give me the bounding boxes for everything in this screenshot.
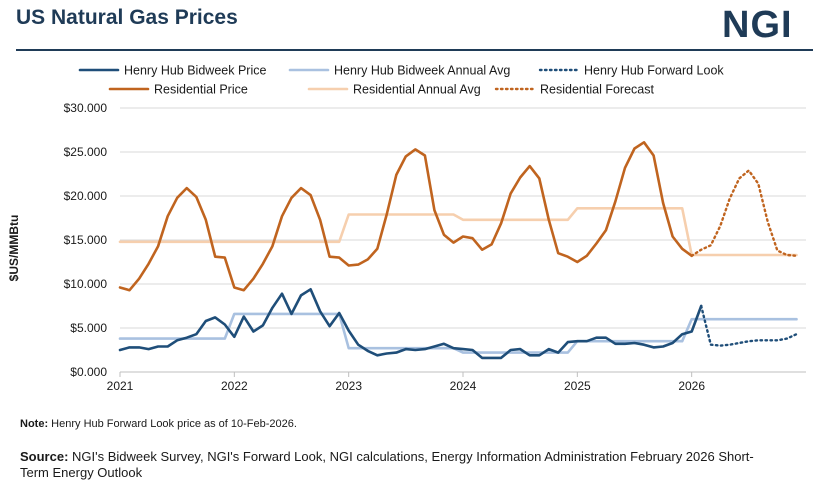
henry-hub-bidweek-annual-avg-line xyxy=(118,312,798,354)
footnote: Note: Henry Hub Forward Look price as of… xyxy=(20,418,297,430)
legend-label: Residential Price xyxy=(154,83,248,97)
x-axis: 2021 2022 2023 2024 2025 2026 xyxy=(107,371,806,392)
y-axis-ticks: $0.000 $5.000 $10.000 $15.000 $20.000 $25.000… xyxy=(64,101,108,379)
y-tick-label: $15.000 xyxy=(64,233,108,247)
ngi-logo: NGI xyxy=(722,4,793,46)
title-divider xyxy=(16,49,813,51)
y-axis-label: $US/MMBtu xyxy=(7,215,21,282)
plot-area xyxy=(118,141,798,360)
x-tick-label: 2026 xyxy=(678,379,705,392)
price-chart: Henry Hub Bidweek Price Henry Hub Bidweek… xyxy=(7,64,806,392)
henry-hub-bidweek-price-line xyxy=(118,288,703,360)
grid-lines xyxy=(120,107,806,329)
residential-forecast-line xyxy=(690,169,798,258)
x-tick-label: 2024 xyxy=(450,379,477,392)
x-tick-label: 2025 xyxy=(564,379,591,392)
source-citation: Source: NGI's Bidweek Survey, NGI's Forw… xyxy=(20,449,780,481)
x-tick-label: 2021 xyxy=(107,379,134,392)
chart-title: US Natural Gas Prices xyxy=(16,6,238,29)
residential-price-line xyxy=(118,141,694,292)
note-label: Note: xyxy=(20,418,49,430)
henry-hub-forward-look-line xyxy=(700,304,798,347)
chart-legend: Henry Hub Bidweek Price Henry Hub Bidweek… xyxy=(78,64,724,97)
legend-label: Henry Hub Bidweek Price xyxy=(124,64,266,78)
residential-annual-avg-line xyxy=(118,207,798,257)
y-tick-label: $10.000 xyxy=(64,277,108,291)
source-label: Source: xyxy=(20,449,69,464)
y-tick-label: $0.000 xyxy=(70,365,107,379)
legend-label: Residential Annual Avg xyxy=(353,83,481,97)
y-tick-label: $25.000 xyxy=(64,145,108,159)
y-tick-label: $20.000 xyxy=(64,189,108,203)
y-tick-label: $5.000 xyxy=(70,321,107,335)
note-text: Henry Hub Forward Look price as of 10-Fe… xyxy=(48,418,297,430)
x-tick-label: 2022 xyxy=(221,379,248,392)
source-text: NGI's Bidweek Survey, NGI's Forward Look… xyxy=(20,449,754,480)
legend-label: Henry Hub Bidweek Annual Avg xyxy=(334,64,510,78)
legend-label: Henry Hub Forward Look xyxy=(584,64,724,78)
legend-label: Residential Forecast xyxy=(540,83,654,97)
y-tick-label: $30.000 xyxy=(64,101,108,115)
x-tick-label: 2023 xyxy=(335,379,362,392)
